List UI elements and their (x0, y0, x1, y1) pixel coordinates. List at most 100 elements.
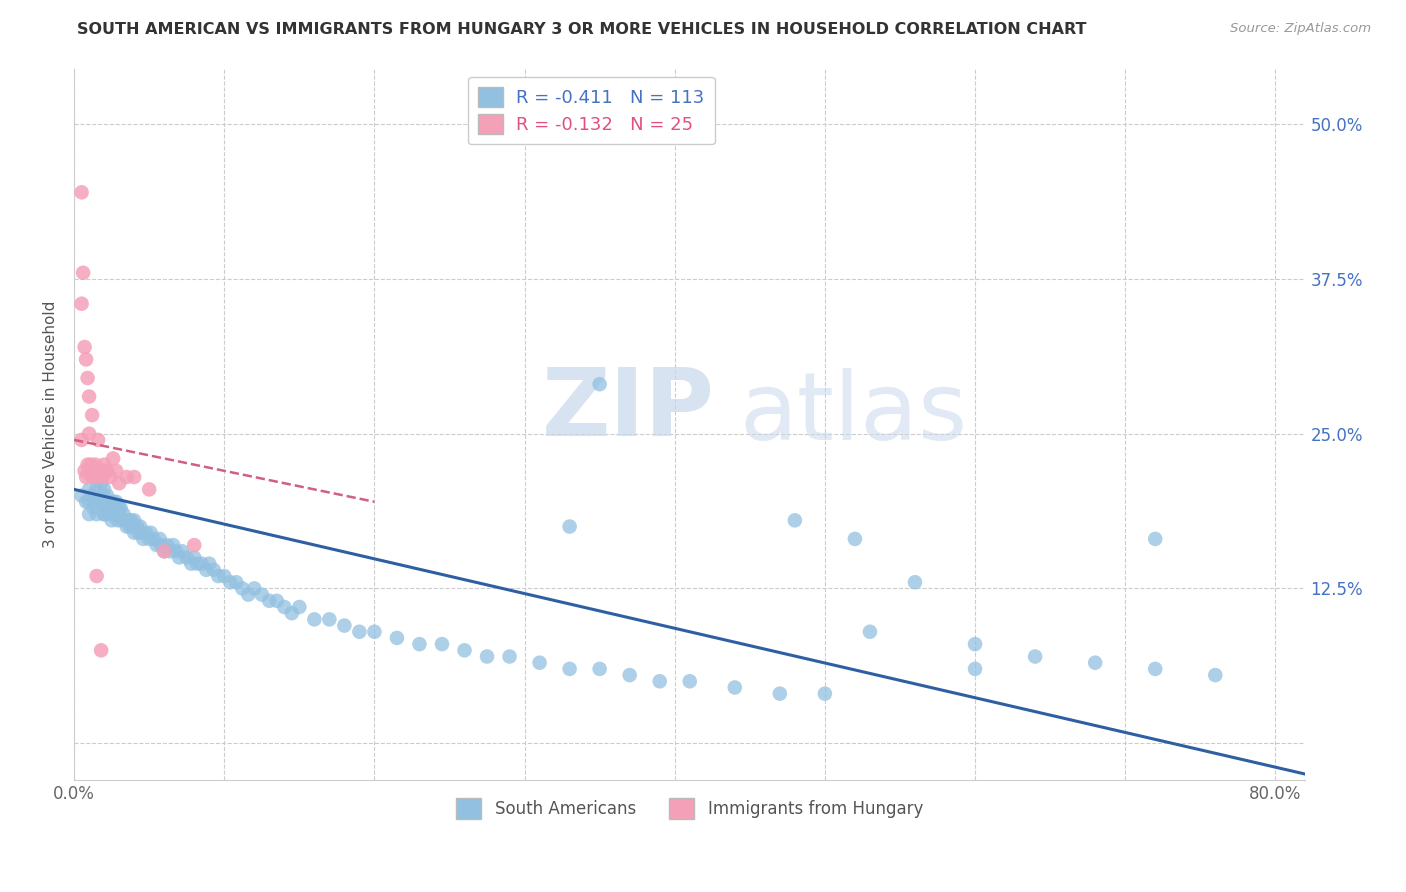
Point (91, 489, 114, 503)
Y-axis label: 3 or more Vehicles in Household: 3 or more Vehicles in Household (44, 301, 58, 548)
Point (814, 687, 837, 701)
Text: ZIP: ZIP (541, 364, 714, 456)
Point (90, 464, 112, 478)
Point (904, 575, 927, 590)
Point (385, 631, 408, 645)
Point (273, 599, 295, 614)
Point (79, 458, 101, 472)
Point (76, 371, 98, 385)
Point (70, 489, 93, 503)
Point (648, 674, 671, 689)
Point (475, 649, 498, 664)
Point (129, 519, 152, 533)
Point (84, 458, 107, 472)
Point (180, 557, 202, 571)
Point (100, 500, 122, 515)
Point (183, 538, 205, 552)
Point (77, 426, 100, 441)
Point (91, 470, 114, 484)
Point (97, 507, 120, 521)
Point (108, 500, 131, 515)
Point (529, 656, 551, 670)
Point (100, 513, 122, 527)
Point (105, 464, 128, 478)
Point (117, 513, 139, 527)
Point (159, 544, 181, 558)
Point (70, 296, 93, 310)
Point (219, 575, 242, 590)
Point (588, 662, 610, 676)
Point (114, 513, 136, 527)
Point (132, 532, 155, 546)
Point (96, 464, 118, 478)
Point (231, 582, 253, 596)
Point (82, 489, 104, 503)
Point (115, 519, 138, 533)
Point (101, 451, 124, 466)
Point (70, 186, 93, 200)
Point (90, 643, 112, 657)
Point (333, 618, 356, 632)
Point (190, 557, 212, 571)
Point (112, 507, 135, 521)
Point (172, 544, 194, 558)
Point (90, 495, 112, 509)
Point (195, 563, 218, 577)
Point (619, 668, 641, 682)
Point (90, 476, 112, 491)
Point (77, 464, 100, 478)
Point (77, 507, 100, 521)
Point (120, 513, 142, 527)
Point (108, 507, 131, 521)
Point (1084, 656, 1107, 670)
Point (105, 495, 128, 509)
Point (104, 507, 127, 521)
Point (77, 390, 100, 404)
Point (93, 507, 115, 521)
Point (121, 519, 143, 533)
Point (86, 507, 108, 521)
Legend: South Americans, Immigrants from Hungary: South Americans, Immigrants from Hungary (450, 792, 929, 825)
Point (963, 637, 986, 651)
Point (288, 599, 311, 614)
Point (558, 519, 581, 533)
Point (769, 687, 792, 701)
Point (259, 594, 281, 608)
Point (225, 575, 247, 590)
Point (198, 557, 221, 571)
Point (266, 594, 288, 608)
Point (679, 674, 702, 689)
Point (86, 495, 108, 509)
Point (963, 662, 986, 676)
Point (77, 483, 100, 497)
Point (139, 525, 162, 540)
Point (304, 612, 326, 626)
Point (82, 470, 104, 484)
Point (349, 624, 371, 639)
Point (212, 569, 235, 583)
Point (131, 525, 153, 540)
Point (87, 433, 110, 447)
Point (150, 538, 173, 552)
Point (110, 500, 132, 515)
Point (145, 538, 167, 552)
Point (108, 476, 131, 491)
Point (118, 519, 141, 533)
Point (281, 606, 304, 620)
Point (176, 550, 198, 565)
Point (202, 563, 225, 577)
Text: atlas: atlas (740, 368, 967, 459)
Point (859, 624, 882, 639)
Point (138, 483, 160, 497)
Point (453, 643, 475, 657)
Point (122, 513, 145, 527)
Point (153, 544, 176, 558)
Point (107, 513, 129, 527)
Point (724, 681, 747, 695)
Point (111, 513, 134, 527)
Point (98, 470, 121, 484)
Point (86, 569, 108, 583)
Point (101, 495, 124, 509)
Point (165, 544, 187, 558)
Point (318, 612, 340, 626)
